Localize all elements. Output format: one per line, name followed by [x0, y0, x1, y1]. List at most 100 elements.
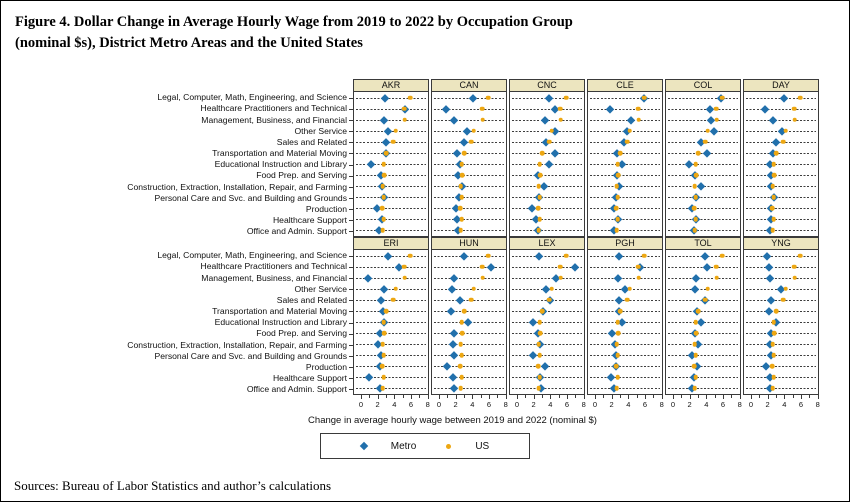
us-marker	[558, 117, 564, 122]
us-marker	[479, 264, 485, 269]
occupation-label: Educational Instruction and Library	[1, 317, 353, 328]
occupation-row	[588, 136, 662, 147]
occupation-row	[744, 125, 818, 136]
x-axis-cell: 0 2 4 6 8	[587, 395, 664, 413]
us-marker	[380, 341, 386, 347]
x-axis-label: Change in average hourly wage between 20…	[308, 415, 597, 426]
occupation-row	[354, 170, 428, 181]
us-marker	[459, 375, 464, 380]
occupation-row	[354, 372, 428, 383]
metro-marker	[381, 93, 390, 102]
panel-cle	[587, 92, 663, 237]
axis-tick	[533, 395, 535, 399]
occupation-row	[588, 170, 662, 181]
us-marker	[615, 352, 620, 358]
occupation-row	[666, 103, 740, 114]
occupation-row	[744, 214, 818, 225]
panel-pgh	[587, 250, 663, 395]
occupation-row	[354, 158, 428, 169]
us-marker	[613, 206, 619, 211]
us-marker	[486, 253, 491, 258]
panel-day	[743, 92, 819, 237]
us-marker	[460, 330, 465, 336]
us-marker	[614, 386, 620, 391]
axis-tick-label: 8	[503, 399, 508, 409]
us-marker	[635, 106, 641, 111]
us-marker	[379, 364, 385, 369]
axis-tick	[817, 395, 819, 399]
occupation-row	[510, 114, 584, 125]
occupation-row	[588, 158, 662, 169]
us-marker	[402, 275, 408, 280]
occupation-row	[510, 147, 584, 158]
x-axis-cell: 0 2 4 6 8	[509, 395, 586, 413]
metro-marker	[377, 295, 386, 304]
axis-tick-label: 8	[425, 399, 430, 409]
occupation-row	[432, 372, 506, 383]
panel-hun	[431, 250, 507, 395]
us-marker	[536, 183, 542, 189]
us-marker	[380, 228, 386, 233]
x-axis-cell: 0 2 4 6 8	[353, 395, 430, 413]
us-marker	[627, 286, 633, 292]
axis-minor-tick	[480, 395, 482, 398]
occupation-row	[666, 250, 740, 261]
occupation-row	[510, 383, 584, 394]
occupation-row	[666, 328, 740, 339]
us-marker	[536, 386, 542, 391]
us-marker	[539, 308, 545, 314]
occupation-row	[666, 316, 740, 327]
us-marker	[615, 375, 620, 380]
occupation-row	[588, 192, 662, 203]
metro-marker	[527, 204, 536, 213]
axis-tick-label: 6	[564, 399, 570, 409]
us-marker	[694, 172, 699, 178]
us-marker	[781, 297, 786, 303]
occupation-row	[510, 181, 584, 192]
occupation-row	[588, 203, 662, 214]
occupation-row	[354, 361, 428, 372]
occupation-row	[354, 339, 428, 350]
us-marker	[772, 172, 777, 178]
metro-marker	[443, 362, 451, 371]
us-marker	[770, 386, 776, 391]
metro-marker	[551, 149, 559, 157]
occupation-row	[432, 250, 506, 261]
occupation-row	[432, 136, 506, 147]
occupation-row	[744, 147, 818, 158]
axis-minor-tick	[385, 395, 387, 398]
us-marker	[383, 150, 389, 156]
us-marker	[720, 253, 725, 258]
axis-minor-tick	[792, 395, 794, 398]
metro-marker	[450, 115, 459, 124]
axis-tick-label: 4	[782, 399, 787, 409]
axis-tick	[628, 395, 630, 399]
occupation-row	[432, 103, 506, 114]
occupation-row	[744, 203, 818, 214]
us-marker	[459, 352, 464, 358]
legend-item-us: US	[446, 441, 489, 452]
panel-body-row: Legal, Computer, Math, Engineering, and …	[1, 250, 849, 395]
occupation-label: Healthcare Support	[1, 215, 353, 226]
occupation-row	[432, 294, 506, 305]
axis-tick-label: 8	[815, 399, 820, 409]
metro-marker	[764, 262, 773, 271]
axis-tick-label: 0	[592, 399, 598, 409]
metro-marker	[613, 273, 622, 282]
us-marker	[461, 308, 467, 314]
occupation-row	[744, 372, 818, 383]
axis-tick-label: 4	[704, 399, 709, 409]
occupation-row	[588, 283, 662, 294]
axis-tick	[455, 395, 457, 399]
occupation-row	[588, 383, 662, 394]
occupation-row	[432, 181, 506, 192]
us-marker	[393, 286, 399, 292]
occupation-row	[432, 225, 506, 236]
us-marker	[382, 172, 387, 178]
us-marker	[557, 106, 563, 111]
occupation-row	[354, 283, 428, 294]
axis-tick	[360, 395, 362, 399]
occupation-row	[432, 114, 506, 125]
occupation-row	[744, 103, 818, 114]
occupation-row	[744, 250, 818, 261]
